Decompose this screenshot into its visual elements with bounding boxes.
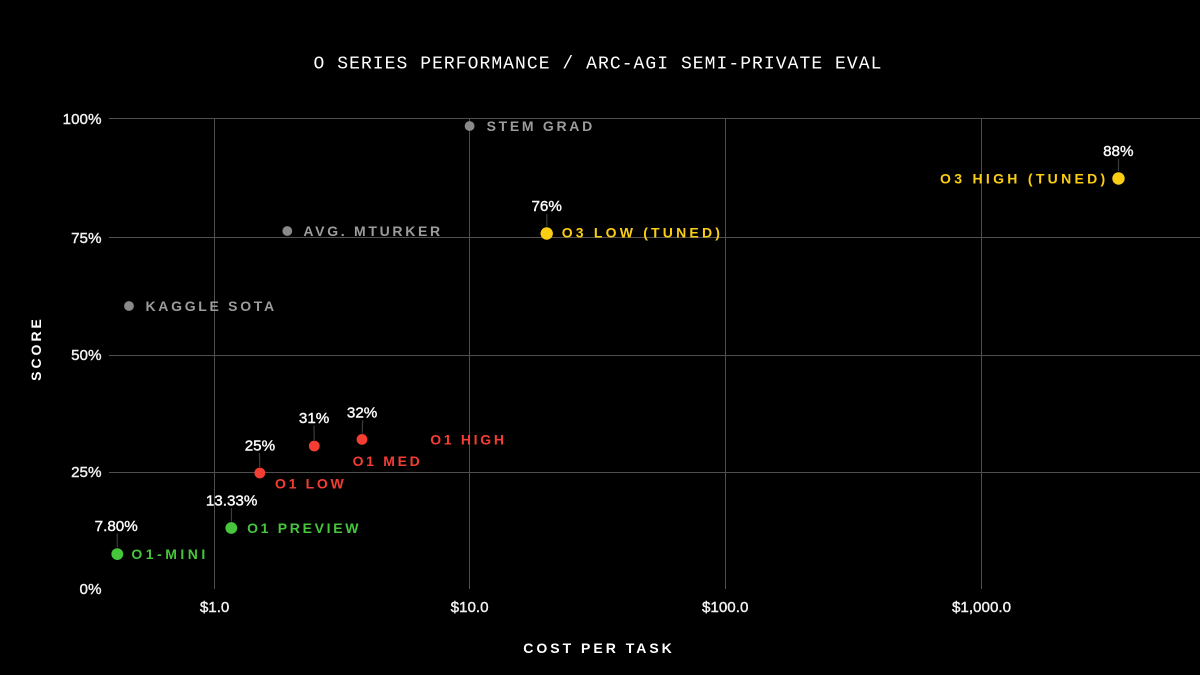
svg-text:O1 PREVIEW: O1 PREVIEW xyxy=(247,520,361,536)
svg-text:0%: 0% xyxy=(80,581,102,598)
svg-text:13.33%: 13.33% xyxy=(206,492,258,509)
svg-text:O3 LOW (TUNED): O3 LOW (TUNED) xyxy=(562,224,723,240)
svg-text:50%: 50% xyxy=(71,347,101,364)
svg-text:AVG. MTURKER: AVG. MTURKER xyxy=(303,223,442,239)
svg-text:O SERIES PERFORMANCE / ARC-AGI: O SERIES PERFORMANCE / ARC-AGI SEMI-PRIV… xyxy=(314,55,883,75)
svg-text:75%: 75% xyxy=(71,230,101,247)
svg-text:COST PER TASK: COST PER TASK xyxy=(523,640,675,656)
svg-text:O3 HIGH (TUNED): O3 HIGH (TUNED) xyxy=(940,170,1109,186)
svg-text:$1,000.0: $1,000.0 xyxy=(952,599,1011,616)
svg-text:25%: 25% xyxy=(71,464,101,481)
svg-text:O1 MED: O1 MED xyxy=(353,453,423,469)
svg-text:88%: 88% xyxy=(1103,143,1133,160)
svg-text:O1 LOW: O1 LOW xyxy=(275,475,346,491)
svg-text:$1.0: $1.0 xyxy=(200,599,230,616)
svg-text:7.80%: 7.80% xyxy=(95,518,138,535)
svg-text:O1-MINI: O1-MINI xyxy=(131,546,208,562)
svg-text:31%: 31% xyxy=(299,410,329,427)
svg-text:76%: 76% xyxy=(531,198,561,215)
svg-text:KAGGLE SOTA: KAGGLE SOTA xyxy=(146,298,277,314)
svg-text:$100.0: $100.0 xyxy=(702,599,748,616)
svg-text:25%: 25% xyxy=(245,437,275,454)
svg-text:O1 HIGH: O1 HIGH xyxy=(430,431,506,447)
svg-text:SCORE: SCORE xyxy=(28,316,44,381)
svg-text:STEM GRAD: STEM GRAD xyxy=(487,118,595,134)
svg-text:$10.0: $10.0 xyxy=(451,599,489,616)
svg-text:32%: 32% xyxy=(347,405,377,422)
svg-text:100%: 100% xyxy=(63,111,102,128)
